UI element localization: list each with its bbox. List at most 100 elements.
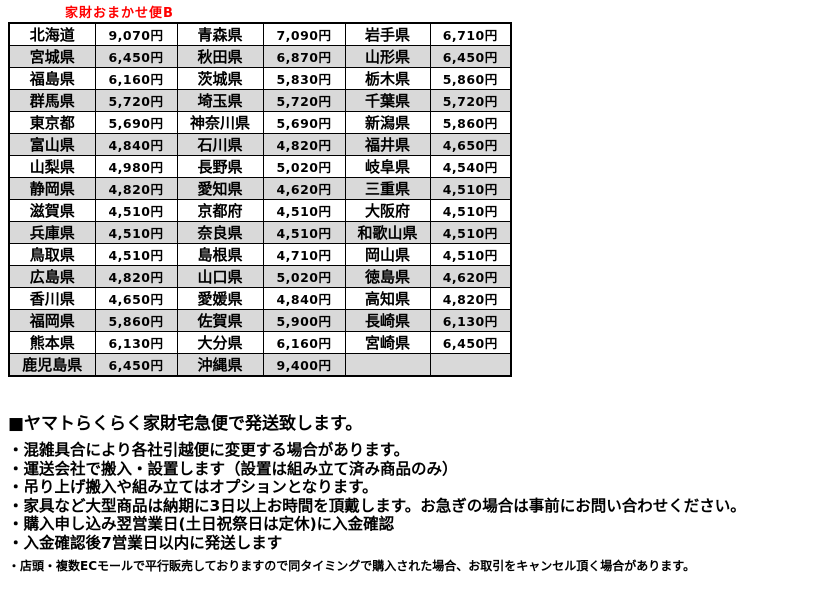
table-row: 鳥取県 4,510円 島根県 4,710円 岡山県 4,510円 [8,243,512,266]
price-cell: 6,450円 [94,353,178,377]
prefecture-cell: 佐賀県 [176,309,264,332]
prefecture-cell: 大阪府 [344,199,431,222]
cancellation-footnote: ・店頭・複数ECモールで平行販売しておりますので同タイミングで購入された場合、お… [8,558,696,573]
prefecture-cell: 神奈川県 [176,111,264,134]
price-cell: 4,820円 [429,287,512,310]
prefecture-cell: 福岡県 [8,309,96,332]
table-row: 北海道 9,070円 青森県 7,090円 岩手県 6,710円 [8,22,512,46]
prefecture-cell: 茨城県 [176,67,264,90]
prefecture-cell: 石川県 [176,133,264,156]
price-cell: 9,400円 [262,353,346,377]
shipping-plan-title: 家財おまかせ便B [65,6,174,21]
prefecture-cell: 福井県 [344,133,431,156]
price-cell: 4,620円 [429,265,512,288]
prefecture-cell: 鳥取県 [8,243,96,266]
price-cell: 5,720円 [262,89,346,112]
table-row: 東京都 5,690円 神奈川県 5,690円 新潟県 5,860円 [8,111,512,134]
prefecture-cell: 宮崎県 [344,331,431,354]
note-line: ・運送会社で搬入・設置します（設置は組み立て済み商品のみ） [8,459,458,478]
table-row: 鹿児島県 6,450円 沖縄県 9,400円 [8,353,512,377]
price-cell: 6,450円 [429,331,512,354]
prefecture-cell: 沖縄県 [176,353,264,377]
price-cell: 6,160円 [262,331,346,354]
prefecture-cell: 岐阜県 [344,155,431,178]
table-row: 富山県 4,840円 石川県 4,820円 福井県 4,650円 [8,133,512,156]
prefecture-cell: 愛知県 [176,177,264,200]
price-cell: 4,540円 [429,155,512,178]
prefecture-cell: 北海道 [8,22,96,46]
prefecture-cell: 青森県 [176,22,264,46]
prefecture-cell: 愛媛県 [176,287,264,310]
prefecture-cell: 岡山県 [344,243,431,266]
table-row: 熊本県 6,130円 大分県 6,160円 宮崎県 6,450円 [8,331,512,354]
price-cell: 4,510円 [262,199,346,222]
prefecture-cell: 香川県 [8,287,96,310]
prefecture-cell: 滋賀県 [8,199,96,222]
price-cell: 6,130円 [429,309,512,332]
price-cell: 5,020円 [262,265,346,288]
price-cell: 6,870円 [262,45,346,68]
price-cell: 7,090円 [262,22,346,46]
prefecture-cell: 東京都 [8,111,96,134]
price-cell: 5,860円 [429,67,512,90]
shipping-fee-table-body: 北海道 9,070円 青森県 7,090円 岩手県 6,710円 宮城県 6,450円 秋田県 6… [8,22,512,377]
note-line: ・混雑具合により各社引越便に変更する場合があります。 [8,441,410,459]
prefecture-cell: 埼玉県 [176,89,264,112]
price-cell: 4,510円 [429,199,512,222]
price-cell: 4,840円 [94,133,178,156]
prefecture-cell: 群馬県 [8,89,96,112]
prefecture-cell: 山口県 [176,265,264,288]
price-cell: 4,820円 [94,265,178,288]
prefecture-cell [344,353,431,377]
price-cell: 5,690円 [94,111,178,134]
prefecture-cell: 大分県 [176,331,264,354]
price-cell: 6,710円 [429,22,512,46]
prefecture-cell: 三重県 [344,177,431,200]
prefecture-cell: 福島県 [8,67,96,90]
price-cell: 4,820円 [94,177,178,200]
shipping-notes: ■ヤマトらくらく家財宅急便で発送致します。 ・混雑具合により各社引越便に変更する… [8,413,818,574]
price-cell: 5,020円 [262,155,346,178]
prefecture-shipping-fee-table: 北海道 9,070円 青森県 7,090円 岩手県 6,710円 宮城県 6,450円 秋田県 6… [8,22,512,377]
price-cell: 4,510円 [94,243,178,266]
table-row: 静岡県 4,820円 愛知県 4,620円 三重県 4,510円 [8,177,512,200]
price-cell: 4,510円 [262,221,346,244]
prefecture-cell: 広島県 [8,265,96,288]
table-row: 群馬県 5,720円 埼玉県 5,720円 千葉県 5,720円 [8,89,512,112]
price-cell: 4,650円 [429,133,512,156]
price-cell: 4,840円 [262,287,346,310]
price-cell: 5,720円 [429,89,512,112]
note-line: ・購入申し込み翌営業日(土日祝祭日は定休)に入金確認 [8,515,395,534]
price-cell: 5,860円 [429,111,512,134]
prefecture-cell: 宮城県 [8,45,96,68]
shipping-method-heading: ■ヤマトらくらく家財宅急便で発送致します。 [8,414,363,434]
table-row: 滋賀県 4,510円 京都府 4,510円 大阪府 4,510円 [8,199,512,222]
prefecture-cell: 岩手県 [344,22,431,46]
price-cell: 5,860円 [94,309,178,332]
note-line: ・入金確認後7営業日以内に発送します [8,533,283,552]
prefecture-cell: 静岡県 [8,177,96,200]
prefecture-cell: 富山県 [8,133,96,156]
price-cell: 5,900円 [262,309,346,332]
table-row: 山梨県 4,980円 長野県 5,020円 岐阜県 4,540円 [8,155,512,178]
prefecture-cell: 徳島県 [344,265,431,288]
price-cell: 4,820円 [262,133,346,156]
price-cell: 4,510円 [429,177,512,200]
price-cell: 4,620円 [262,177,346,200]
prefecture-cell: 京都府 [176,199,264,222]
prefecture-cell: 鹿児島県 [8,353,96,377]
price-cell: 6,450円 [429,45,512,68]
table-row: 宮城県 6,450円 秋田県 6,870円 山形県 6,450円 [8,45,512,68]
price-cell: 6,450円 [94,45,178,68]
prefecture-cell: 兵庫県 [8,221,96,244]
prefecture-cell: 山梨県 [8,155,96,178]
price-cell: 4,510円 [94,199,178,222]
table-row: 福島県 6,160円 茨城県 5,830円 栃木県 5,860円 [8,67,512,90]
table-row: 広島県 4,820円 山口県 5,020円 徳島県 4,620円 [8,265,512,288]
prefecture-cell: 新潟県 [344,111,431,134]
prefecture-cell: 千葉県 [344,89,431,112]
table-row: 福岡県 5,860円 佐賀県 5,900円 長崎県 6,130円 [8,309,512,332]
prefecture-cell: 奈良県 [176,221,264,244]
price-cell: 5,830円 [262,67,346,90]
price-cell: 4,980円 [94,155,178,178]
